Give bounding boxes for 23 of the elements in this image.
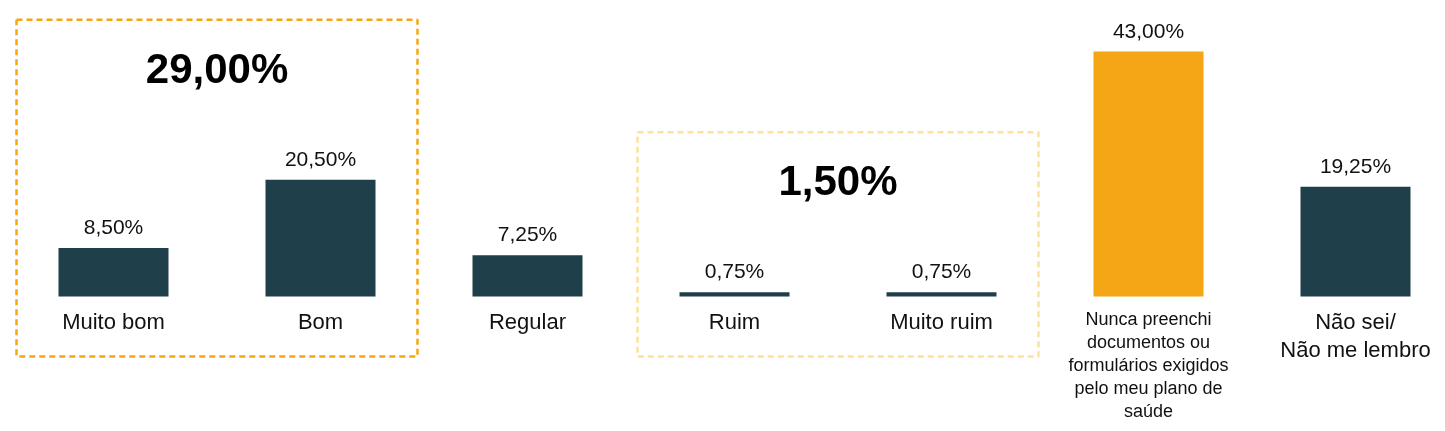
bar [472,255,583,297]
x-tick-label: Ruim [708,308,761,334]
x-tick-label: Não sei/ Não me lembro [1280,308,1431,363]
data-label: 7,25% [497,222,558,246]
x-tick-label: Nunca preenchi documentos ou formulários exigidos pelo meu plano de saúde [1068,308,1229,421]
bar [58,248,169,297]
data-label: 0,75% [704,259,765,283]
x-tick-label: Muito bom [62,308,165,334]
bar [679,292,790,297]
data-label: 8,50% [83,215,144,239]
data-label: 20,50% [284,146,357,170]
data-label: 43,00% [1112,18,1185,42]
data-label: 0,75% [911,259,972,283]
bar [1300,186,1411,297]
annotation: 1,50% [778,157,898,205]
data-label: 19,25% [1319,153,1392,177]
annotation: 29,00% [145,44,289,92]
x-tick-label: Bom [297,308,344,334]
x-tick-label: Muito ruim [890,308,993,334]
bar [1093,51,1204,297]
x-tick-label: Regular [488,308,567,334]
bar [265,179,376,297]
bar [886,292,997,297]
